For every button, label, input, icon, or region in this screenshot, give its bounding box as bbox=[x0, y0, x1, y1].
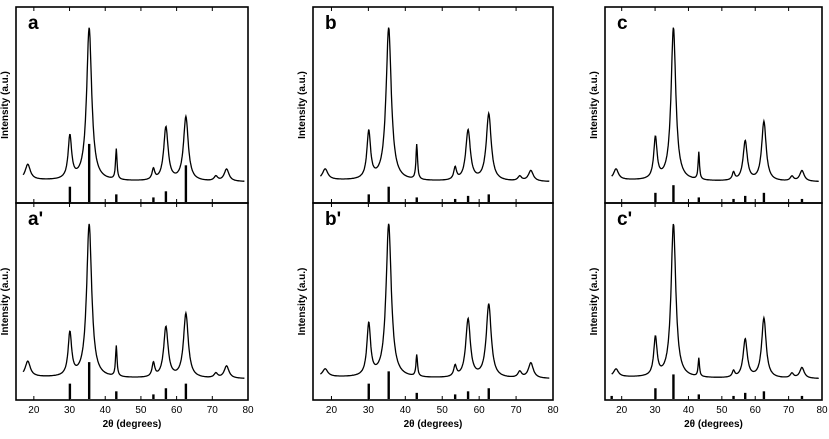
panel-frame bbox=[604, 202, 823, 401]
y-axis-label: Intensity (a.u.) bbox=[0, 268, 11, 336]
panel-label: c' bbox=[617, 209, 632, 230]
x-axis-label: 2θ (degrees) bbox=[684, 419, 743, 430]
x-tick-label: 20 bbox=[326, 405, 338, 416]
x-tick-label: 50 bbox=[437, 405, 449, 416]
xrd-pattern-line bbox=[319, 223, 550, 379]
panel-frame bbox=[312, 6, 554, 204]
panel-label: c bbox=[617, 13, 628, 34]
x-axis-label: 2θ (degrees) bbox=[404, 419, 463, 430]
panel-label: a bbox=[28, 13, 39, 34]
panel-frame bbox=[604, 6, 823, 204]
x-tick-label: 60 bbox=[171, 405, 183, 416]
x-tick-label: 80 bbox=[547, 405, 559, 416]
x-tick-label: 50 bbox=[716, 405, 728, 416]
x-tick-label: 20 bbox=[616, 405, 628, 416]
y-axis-label: Intensity (a.u.) bbox=[589, 71, 600, 139]
xrd-pattern-line bbox=[319, 27, 550, 182]
y-axis-label: Intensity (a.u.) bbox=[297, 268, 308, 336]
xrd-pattern-line bbox=[22, 223, 245, 379]
y-axis-label: Intensity (a.u.) bbox=[589, 268, 600, 336]
y-axis-label: Intensity (a.u.) bbox=[297, 71, 308, 139]
x-tick-label: 70 bbox=[511, 405, 523, 416]
x-tick-label: 60 bbox=[750, 405, 762, 416]
x-tick-label: 80 bbox=[242, 405, 254, 416]
panel-label: b bbox=[325, 13, 337, 34]
x-tick-label: 60 bbox=[474, 405, 486, 416]
x-tick-label: 80 bbox=[816, 405, 828, 416]
panel-frame bbox=[15, 6, 249, 204]
y-axis-label: Intensity (a.u.) bbox=[0, 71, 11, 139]
xrd-pattern-line bbox=[22, 27, 245, 182]
x-tick-label: 70 bbox=[783, 405, 795, 416]
x-tick-label: 30 bbox=[64, 405, 76, 416]
x-tick-label: 50 bbox=[135, 405, 147, 416]
x-tick-label: 20 bbox=[28, 405, 40, 416]
x-tick-label: 30 bbox=[650, 405, 662, 416]
x-tick-label: 40 bbox=[400, 405, 412, 416]
panel-frame bbox=[312, 202, 554, 401]
x-tick-label: 40 bbox=[100, 405, 112, 416]
panel-label: b' bbox=[325, 209, 341, 230]
x-axis-label: 2θ (degrees) bbox=[103, 419, 162, 430]
xrd-pattern-line bbox=[611, 27, 819, 182]
x-tick-label: 30 bbox=[363, 405, 375, 416]
panel-frame bbox=[15, 202, 249, 401]
panel-label: a' bbox=[28, 209, 43, 230]
x-tick-label: 70 bbox=[207, 405, 219, 416]
xrd-pattern-line bbox=[611, 223, 819, 379]
x-tick-label: 40 bbox=[683, 405, 695, 416]
